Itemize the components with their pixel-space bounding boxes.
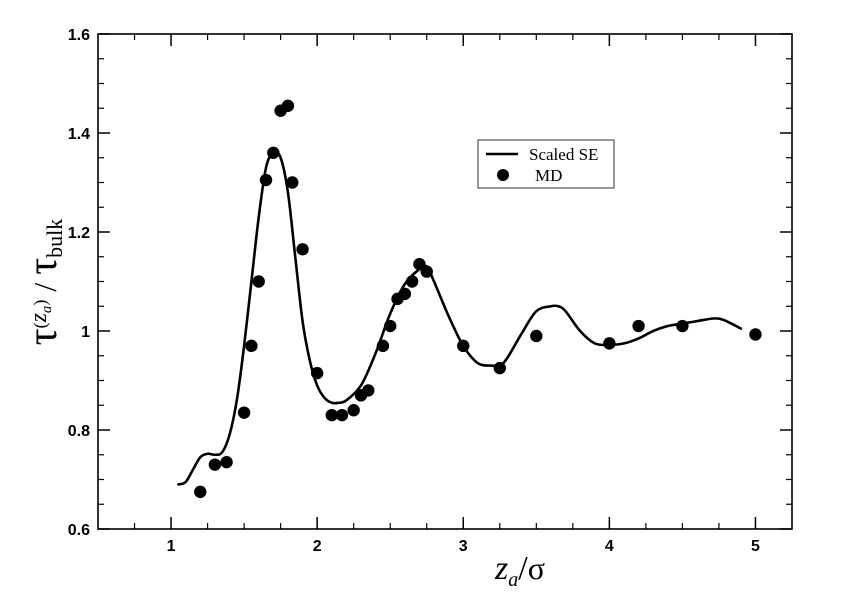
md-data-point [376, 339, 390, 353]
md-data-point [194, 485, 207, 499]
md-data-point [676, 319, 689, 333]
md-data-point [493, 361, 506, 375]
md-data-point [325, 408, 338, 422]
md-data-point [603, 337, 616, 350]
y-axis-label-paren-close: ) [30, 300, 51, 306]
svg-text:τ(za) / τbulk: τ(za) / τbulk [20, 219, 67, 346]
x-tick-label: 1 [167, 538, 176, 555]
md-data-point [220, 455, 233, 469]
md-data-point [749, 328, 762, 341]
md-data-point [335, 408, 349, 422]
md-data-point [296, 243, 309, 256]
x-axis-label-sigma: σ [528, 550, 545, 586]
md-data-point [286, 176, 299, 189]
y-axis-label-z: z [26, 312, 52, 323]
md-data-point [347, 404, 360, 417]
x-axis-label-z: z [494, 550, 508, 587]
y-axis-label-zsub: a [39, 306, 55, 314]
y-axis-label-paren-open: ( [30, 322, 51, 328]
x-axis-label-slash: / [518, 550, 528, 587]
md-data-point [310, 366, 324, 380]
y-tick-label: 1 [81, 324, 90, 341]
x-axis-ticks: 1 2 3 4 5 [133, 34, 760, 555]
x-tick-label: 4 [605, 538, 614, 555]
y-tick-label: 1.2 [68, 225, 90, 242]
x-tick-label: 2 [313, 538, 322, 555]
md-data-point [457, 339, 470, 353]
legend: Scaled SE MD [477, 139, 615, 189]
legend-label-md: MD [535, 166, 562, 185]
md-data-point [420, 265, 433, 278]
md-data-point [237, 406, 251, 419]
y-axis-label-tau: τ [20, 328, 66, 345]
md-data-point [259, 173, 273, 187]
y-tick-label: 1.6 [68, 27, 90, 44]
x-tick-label: 3 [459, 538, 468, 555]
series-line-scaled-se [177, 150, 743, 486]
md-data-point [245, 339, 258, 353]
md-data-point [362, 384, 375, 397]
y-tick-label: 0.8 [68, 423, 90, 440]
y-axis-label-bulk: bulk [42, 219, 67, 258]
md-data-point [530, 329, 543, 343]
md-data-point [281, 99, 295, 112]
md-data-point [398, 287, 412, 301]
md-data-point [252, 275, 265, 288]
md-data-point [208, 458, 222, 471]
y-axis-label-tau-bulk: τ [20, 258, 66, 275]
x-tick-label: 5 [751, 538, 760, 555]
md-data-point [632, 319, 645, 333]
y-axis-label: τ(za) / τbulk [20, 219, 67, 346]
x-axis-label-sub: a [508, 569, 518, 591]
md-data-point [405, 275, 419, 288]
x-axis-label: za/σ [494, 550, 545, 591]
y-axis-label-slash: / [27, 275, 63, 300]
y-axis-ticks: 0.6 0.8 1 1.2 1.4 1.6 [68, 27, 792, 539]
legend-label-scaled-se: Scaled SE [529, 145, 598, 164]
legend-marker-md [497, 169, 509, 181]
y-tick-label: 0.6 [68, 522, 90, 539]
md-data-point [267, 146, 280, 159]
md-data-point [384, 319, 397, 333]
y-tick-label: 1.4 [68, 126, 90, 143]
series-md-points [194, 99, 762, 499]
